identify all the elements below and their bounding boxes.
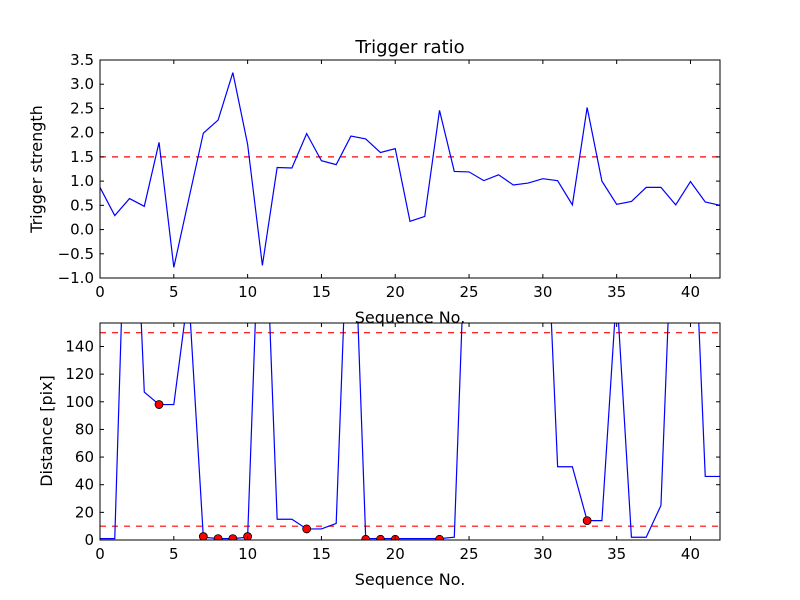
reference-lines bbox=[100, 332, 720, 527]
y-tick-label: 100 bbox=[65, 393, 94, 411]
x-tick-label: 40 bbox=[681, 283, 700, 301]
trigger-ratio-chart: Trigger ratio Trigger strength Sequence … bbox=[27, 37, 721, 327]
x-tick-label: 5 bbox=[169, 545, 179, 563]
x-tick-label: 20 bbox=[386, 283, 405, 301]
axis-ticks: 0 5 10 15 20 25 30 35 40 0 20 40 60 80 100 120 140 bbox=[65, 323, 720, 563]
x-tick-label: 35 bbox=[607, 545, 626, 563]
x-axis-label: Sequence No. bbox=[355, 308, 466, 327]
x-tick-label: 10 bbox=[238, 283, 257, 301]
plot-frame bbox=[99, 322, 721, 541]
x-tick-label: 15 bbox=[312, 545, 331, 563]
y-tick-label: 1.0 bbox=[70, 172, 94, 190]
y-tick-label: −0.5 bbox=[58, 245, 94, 263]
x-tick-label: 5 bbox=[169, 283, 179, 301]
axis-ticks: 0 5 10 15 20 25 30 35 40 −1.0 −0.5 0.0 0.5 1.0 1.5 2.0 2… bbox=[58, 51, 720, 301]
data-point-marker bbox=[361, 534, 371, 540]
data-point-marker bbox=[302, 524, 312, 534]
y-tick-label: 2.0 bbox=[70, 124, 94, 142]
y-tick-label: 20 bbox=[75, 503, 94, 521]
y-tick-label: 1.5 bbox=[70, 148, 94, 166]
y-tick-label: 0 bbox=[84, 531, 94, 549]
series-line bbox=[100, 72, 720, 268]
y-tick-label: 0.5 bbox=[70, 196, 94, 214]
x-tick-label: 10 bbox=[238, 545, 257, 563]
data-point-marker bbox=[376, 534, 385, 540]
y-tick-label: 2.5 bbox=[70, 99, 94, 117]
marker-group bbox=[154, 400, 592, 540]
series-line bbox=[100, 323, 720, 540]
distance-chart: Distance [pix] Sequence No. 0 5 10 15 20 25 30… bbox=[37, 322, 721, 589]
x-tick-label: 30 bbox=[533, 283, 552, 301]
data-point-marker bbox=[435, 534, 444, 540]
y-tick-label: 3.0 bbox=[70, 75, 94, 93]
y-tick-label: 140 bbox=[65, 337, 94, 355]
x-tick-label: 40 bbox=[681, 545, 700, 563]
x-tick-label: 35 bbox=[607, 283, 626, 301]
y-axis-label: Distance [pix] bbox=[37, 375, 56, 487]
y-tick-label: 80 bbox=[75, 420, 94, 438]
x-tick-label: 25 bbox=[460, 545, 479, 563]
x-tick-label: 0 bbox=[95, 545, 105, 563]
x-tick-label: 0 bbox=[95, 283, 105, 301]
data-point-marker bbox=[198, 532, 208, 540]
chart-title: Trigger ratio bbox=[354, 37, 464, 58]
x-tick-label: 25 bbox=[460, 283, 479, 301]
x-tick-label: 30 bbox=[533, 545, 552, 563]
data-point-marker bbox=[582, 516, 592, 526]
plot-frame bbox=[99, 59, 721, 279]
y-tick-label: −1.0 bbox=[58, 269, 94, 287]
y-axis-label: Trigger strength bbox=[27, 105, 46, 234]
data-point-marker bbox=[228, 534, 238, 540]
x-tick-label: 15 bbox=[312, 283, 331, 301]
y-tick-label: 0.0 bbox=[70, 221, 94, 239]
x-axis-label: Sequence No. bbox=[355, 570, 466, 589]
data-point-marker bbox=[213, 534, 223, 540]
series-group bbox=[100, 323, 720, 540]
y-tick-label: 40 bbox=[75, 476, 94, 494]
y-tick-label: 60 bbox=[75, 448, 94, 466]
x-tick-label: 20 bbox=[386, 545, 405, 563]
data-point-marker bbox=[154, 400, 164, 409]
y-tick-label: 3.5 bbox=[70, 51, 94, 69]
series-group bbox=[100, 72, 720, 268]
y-tick-label: 120 bbox=[65, 365, 94, 383]
